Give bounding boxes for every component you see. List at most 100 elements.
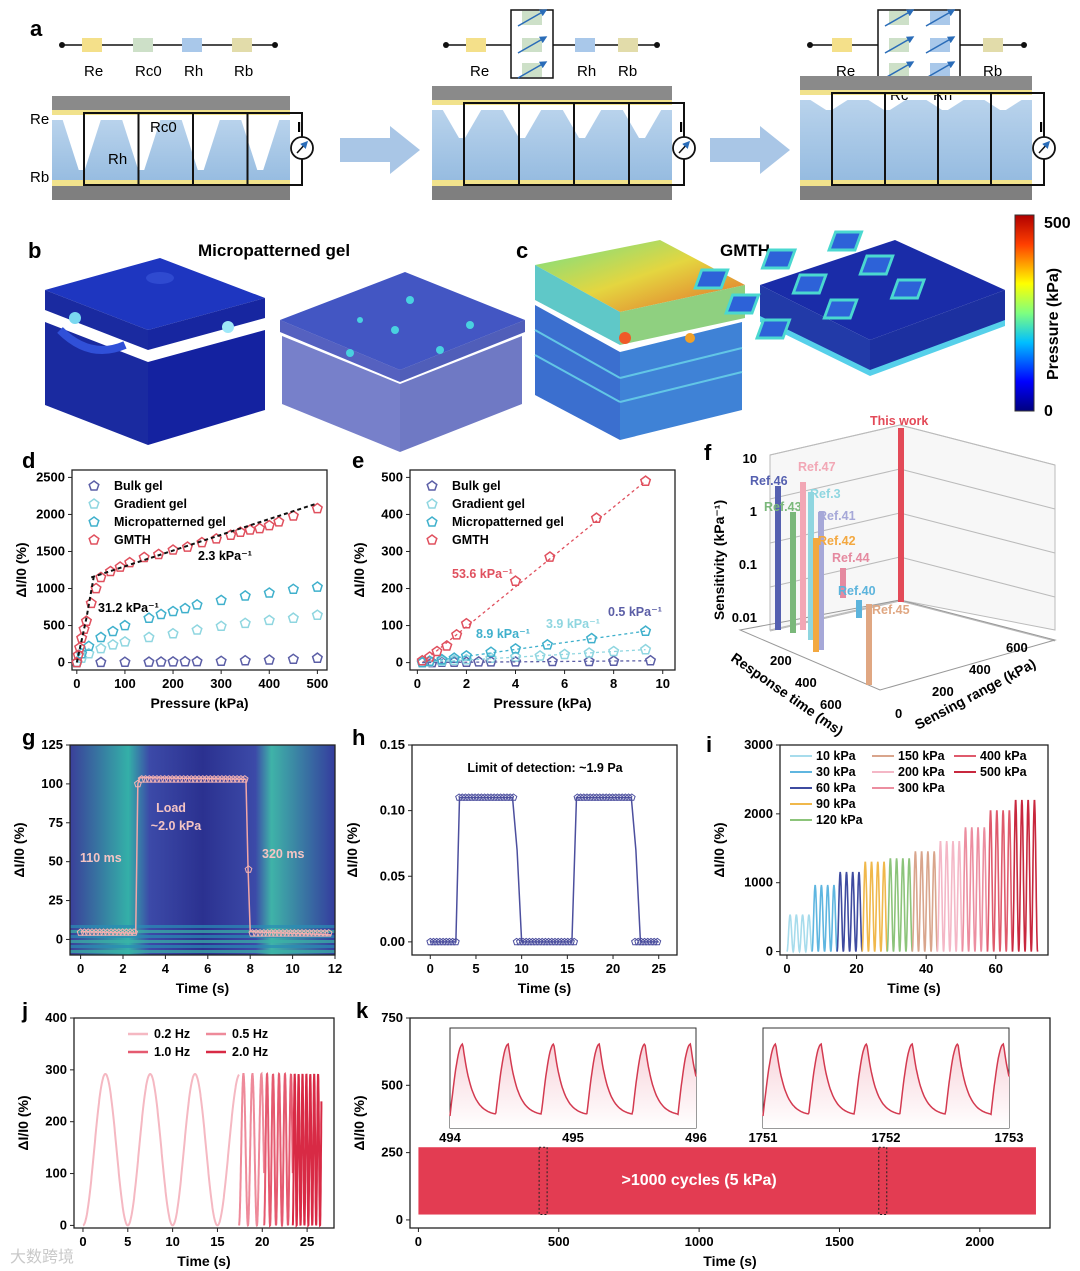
resistor	[983, 38, 1003, 52]
legend-marker	[88, 498, 100, 509]
bottom-electrode-plate	[432, 186, 672, 200]
data-point	[225, 775, 234, 783]
side-label-rc0: Rc0	[150, 119, 177, 136]
bar-label: Ref.40	[838, 584, 876, 598]
data-point	[107, 638, 119, 650]
data-point	[273, 515, 285, 527]
annotation: 31.2 kPa⁻¹	[98, 601, 159, 615]
data-point	[233, 775, 241, 783]
x-tick-label: 0	[415, 1234, 422, 1249]
legend-label: 300 kPa	[898, 781, 946, 795]
x-tick-label: 500	[307, 676, 329, 691]
data-point	[221, 775, 230, 783]
data-point	[595, 793, 604, 801]
y-tick-label: 2500	[36, 469, 65, 484]
hydrogel	[800, 100, 1032, 195]
bottom-electrode-plate	[52, 186, 290, 200]
legend-label: GMTH	[114, 533, 151, 547]
series-0.5Hz	[238, 1071, 266, 1228]
terminal	[1021, 42, 1027, 48]
y-tick-label: 50	[49, 854, 63, 869]
data-point	[558, 648, 571, 660]
variable-arrow	[884, 61, 915, 79]
data-point	[156, 775, 165, 783]
terminal	[272, 42, 278, 48]
data-point	[608, 645, 620, 657]
data-point	[107, 625, 119, 637]
y-tick-label: 3000	[744, 737, 773, 752]
z-axis-label: Sensitivity (kPa⁻¹)	[711, 500, 727, 620]
x-tick-label: 12	[328, 961, 342, 976]
data-point	[234, 526, 247, 538]
inset-marker-2	[878, 1146, 888, 1216]
bottom-electrode	[52, 180, 290, 186]
data-point	[145, 775, 154, 783]
top-electrode-plate	[432, 86, 672, 100]
bar-ref.46	[775, 486, 781, 630]
data-point	[592, 793, 601, 801]
variable-arrow	[884, 36, 915, 54]
data-point	[506, 793, 515, 801]
data-point	[560, 937, 569, 946]
grid-line	[899, 512, 1056, 554]
side-label-re: Re	[30, 111, 49, 128]
series-150kPa	[911, 851, 939, 952]
chart-d: 0 100 200 300 400 500 0 500 1000 1500 2000 2500 Pres…	[13, 469, 328, 711]
data-point	[644, 654, 657, 666]
z-tick-label: 10	[743, 451, 757, 466]
data-point	[236, 775, 245, 783]
x-tick-label: 5	[124, 1234, 131, 1249]
legend-label: 2.0 Hz	[232, 1045, 268, 1059]
data-point	[85, 597, 97, 609]
data-point	[509, 651, 522, 662]
data-point	[143, 656, 155, 667]
x-tick-label: 20	[606, 961, 620, 976]
x-tick-label: 300	[210, 676, 232, 691]
data-point	[122, 928, 131, 936]
x-tick-label: 4	[162, 961, 170, 976]
data-point	[71, 656, 83, 668]
x-tick-label: 0	[79, 1234, 86, 1249]
data-point	[531, 937, 540, 946]
spectrogram-background	[70, 745, 335, 955]
y-tick-label: 400	[969, 662, 991, 677]
legend-label: Micropatterned gel	[114, 515, 226, 529]
data-point	[80, 928, 89, 936]
data-point	[263, 614, 275, 626]
data-point	[554, 937, 563, 946]
data-point	[215, 655, 227, 667]
legend-label: 1.0 Hz	[154, 1045, 190, 1059]
data-point	[107, 928, 116, 936]
response-line	[80, 776, 331, 936]
data-point	[198, 775, 207, 783]
fit-line-low	[75, 577, 95, 663]
variable-arrow	[517, 61, 548, 79]
annotation: 320 ms	[262, 847, 304, 861]
panel-label-b: b	[28, 238, 41, 263]
x-axis-label: Pressure (kPa)	[493, 695, 591, 711]
y-tick-label: 1500	[36, 543, 65, 558]
data-point	[282, 929, 291, 937]
x-tick-label: 10	[165, 1234, 179, 1249]
legend-label: 30 kPa	[816, 765, 857, 779]
bar-label: This work	[870, 414, 928, 428]
data-point	[547, 937, 556, 946]
data-point	[544, 937, 553, 946]
fit-line-high	[90, 502, 318, 579]
annotation: 3.9 kPa⁻¹	[546, 617, 600, 631]
x-axis-label: Time (s)	[887, 980, 940, 996]
panel-label-f: f	[704, 440, 712, 465]
data-point	[639, 625, 652, 636]
chart-i: 0 20 40 60 0 1000 2000 3000 Time (s) ΔI/I0 (%) 10 …	[711, 737, 1049, 996]
annotation: 110 ms	[80, 851, 122, 865]
resistor	[133, 38, 153, 52]
x-tick-label: 200	[162, 676, 184, 691]
resistor-label: Re	[84, 63, 103, 80]
y-tick-label: 750	[381, 1010, 403, 1025]
z-tick-label: 1	[750, 504, 757, 519]
chart-h: 0 5 10 15 20 25 0.00 0.05 0.10 0.15 Time (s) ΔI/I0 …	[344, 737, 678, 996]
spectrogram-band	[70, 950, 335, 953]
data-point	[650, 937, 659, 946]
data-point	[627, 793, 636, 801]
legend-label: GMTH	[452, 533, 489, 547]
